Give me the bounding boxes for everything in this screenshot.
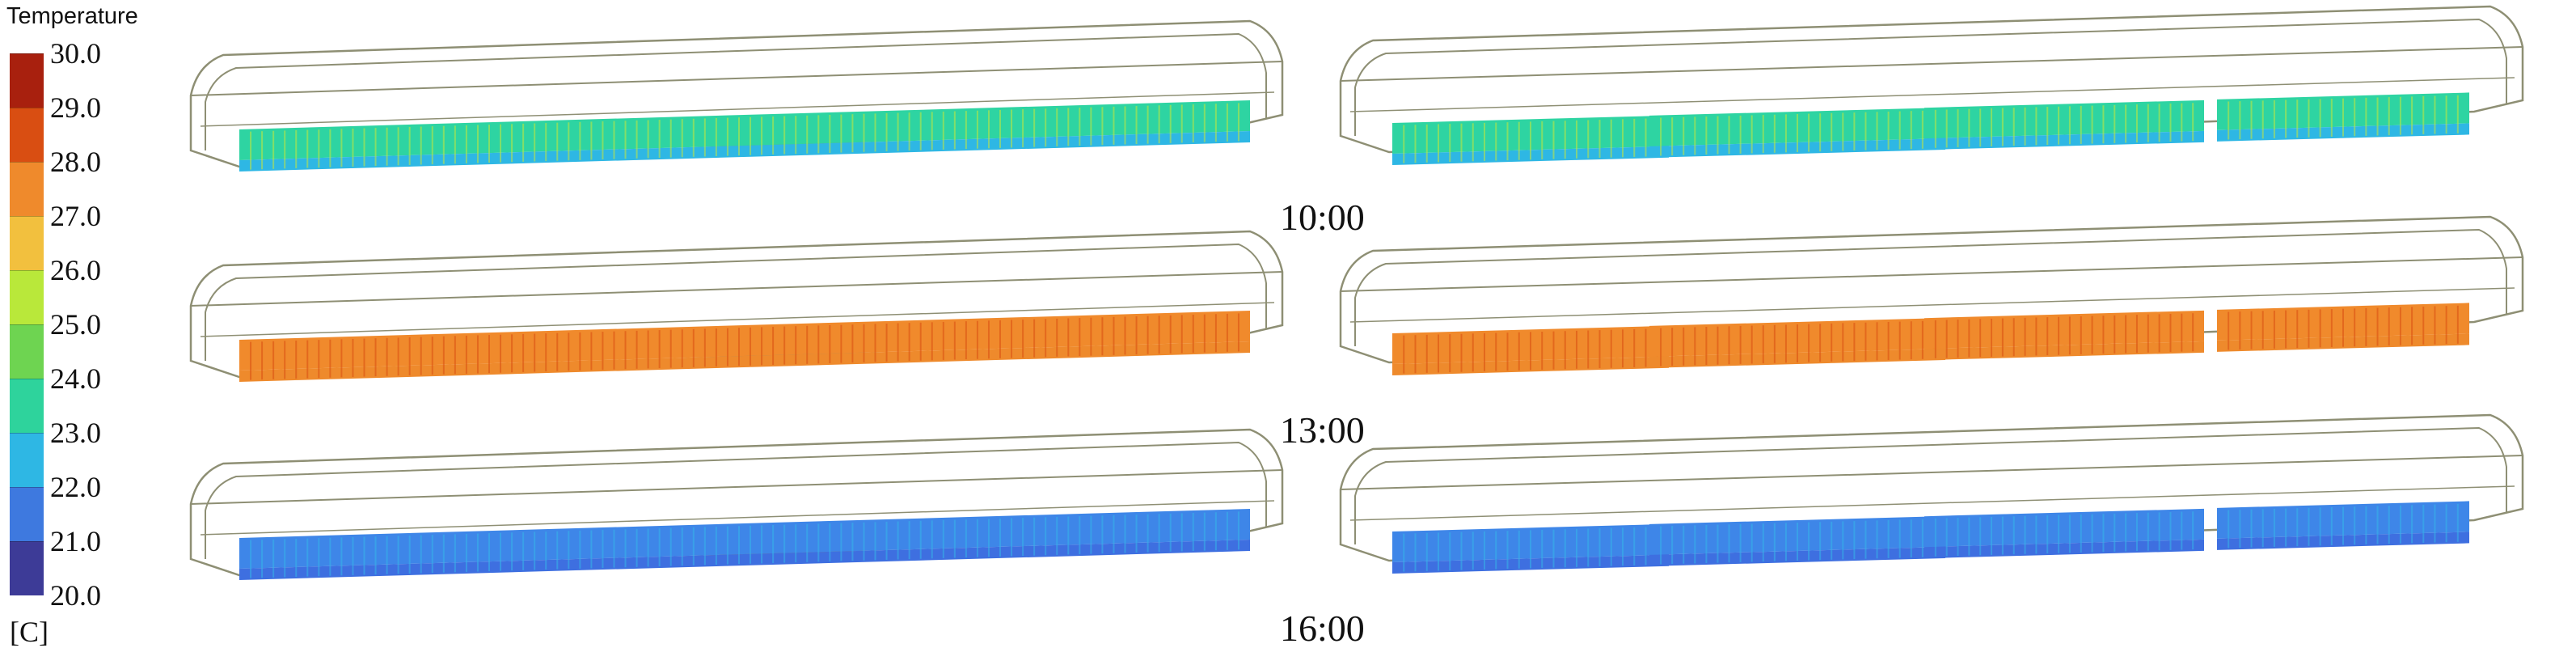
colorbar-band [10, 487, 44, 541]
right-bed-2-2-top [1924, 508, 2204, 548]
colorbar-tick-labels: 30.0 29.0 28.0 27.0 26.0 25.0 24.0 23.0 22.0 21.0… [50, 39, 147, 610]
temperature-colorbar [10, 53, 44, 595]
colorbar-band [10, 270, 44, 324]
colorbar-band [10, 216, 44, 270]
left-bed-1-top [239, 311, 1250, 371]
left-greenhouse-0-side-line [200, 91, 1275, 127]
right-greenhouse-0-side-line [1349, 77, 2515, 112]
colorbar-band [10, 108, 44, 162]
left-greenhouse-0-ridge [190, 61, 1283, 96]
legend-title: Temperature [6, 3, 138, 29]
colorbar-band [10, 541, 44, 595]
colorbar-tick-label: 30.0 [50, 37, 101, 70]
right-greenhouse-2-ridge [1340, 455, 2523, 490]
time-label-1300: 13:00 [1280, 409, 1365, 451]
colorbar-band [10, 324, 44, 379]
colorbar-tick-label: 27.0 [50, 200, 101, 232]
left-greenhouse-2-ridge [190, 469, 1283, 505]
colorbar-band [10, 379, 44, 433]
left-bed-2-side [239, 540, 1250, 580]
right-greenhouse-1-side-line [1349, 287, 2515, 323]
colorbar-band [10, 162, 44, 216]
right-bed-2-2-side [1924, 539, 2204, 559]
colorbar-tick-label: 21.0 [50, 525, 101, 557]
time-label-1600: 16:00 [1280, 608, 1365, 649]
left-bed-0-top [239, 100, 1250, 160]
colorbar-band [10, 53, 44, 108]
left-bed-1-side [239, 341, 1250, 382]
colorbar-tick-label: 22.0 [50, 471, 101, 503]
right-greenhouse-1-inner-frame [1354, 228, 2507, 346]
colorbar-tick-label: 20.0 [50, 579, 101, 612]
legend-unit: [C] [10, 616, 49, 648]
colorbar-tick-label: 26.0 [50, 254, 101, 286]
left-greenhouse-2-inner-frame [205, 441, 1267, 559]
right-greenhouse-0-ridge [1340, 46, 2523, 82]
colorbar-tick-label: 25.0 [50, 308, 101, 341]
left-greenhouse-2-side-line [200, 500, 1275, 536]
left-greenhouse-0-inner-frame [205, 32, 1267, 150]
right-bed-1-2-side [1924, 341, 2204, 361]
right-greenhouse-0-inner-frame [1354, 18, 2507, 136]
right-greenhouse-2-inner-frame [1354, 426, 2507, 544]
time-label-1000: 10:00 [1280, 197, 1365, 238]
left-bed-2-top [239, 509, 1250, 569]
right-bed-0-2-top [1924, 100, 2204, 139]
left-greenhouse-1-inner-frame [205, 243, 1267, 361]
left-bed-0-side [239, 131, 1250, 172]
colorbar-tick-label: 23.0 [50, 417, 101, 449]
colorbar-tick-label: 29.0 [50, 91, 101, 124]
colorbar-band [10, 433, 44, 487]
right-bed-1-2-top [1924, 310, 2204, 349]
right-bed-0-2-side [1924, 130, 2204, 150]
right-greenhouse-1-ridge [1340, 256, 2523, 292]
colorbar-tick-label: 28.0 [50, 146, 101, 178]
left-greenhouse-1-side-line [200, 302, 1275, 337]
colorbar-tick-label: 24.0 [50, 362, 101, 395]
right-greenhouse-2-side-line [1349, 485, 2515, 521]
left-greenhouse-1-ridge [190, 271, 1283, 307]
